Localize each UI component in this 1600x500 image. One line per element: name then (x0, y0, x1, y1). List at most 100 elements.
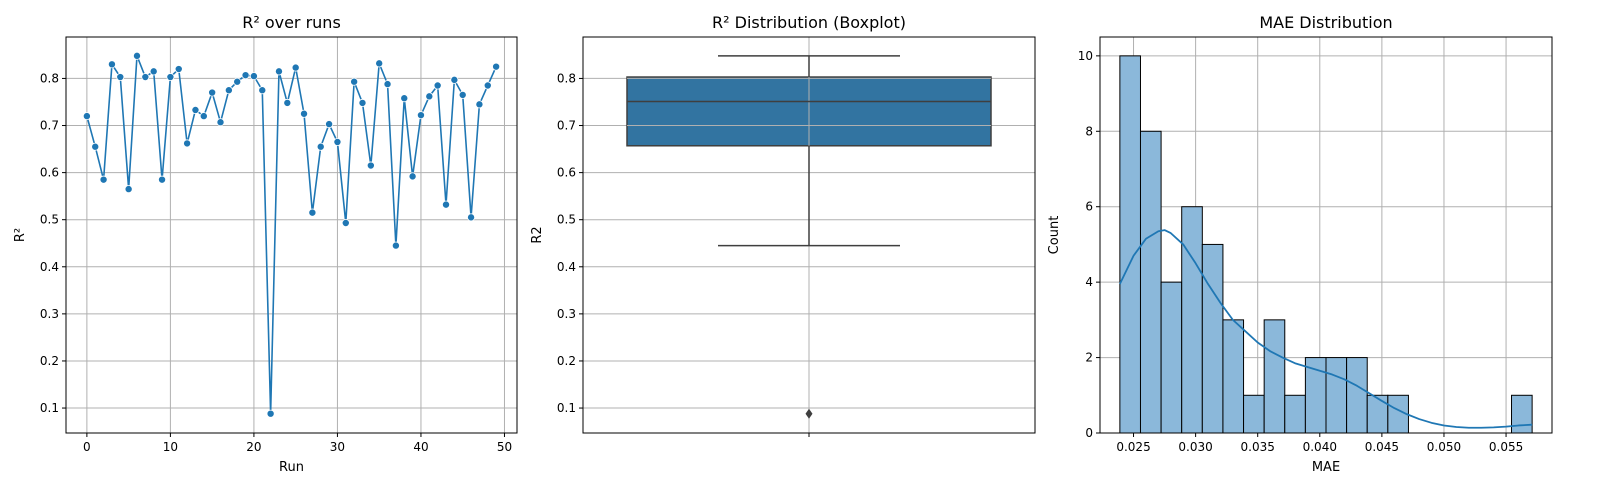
y-tick-label: 0.2 (40, 354, 59, 368)
x-tick-label: 0.055 (1489, 440, 1523, 454)
y-tick-label: 0.3 (40, 307, 59, 321)
data-point (274, 67, 283, 76)
histogram-bar (1201, 243, 1224, 434)
x-tick-label: 0.050 (1427, 440, 1461, 454)
data-point (216, 118, 225, 127)
x-tick-label: 0.040 (1303, 440, 1337, 454)
boxplot-panel: 0.1 0.2 0.3 0.4 0.5 0.6 0.7 0.8 R² Distribution … (530, 13, 1036, 437)
y-tick-label: 0.7 (40, 119, 59, 133)
data-point (408, 172, 417, 181)
y-tick-label: 0.6 (557, 166, 576, 180)
data-point (124, 185, 133, 194)
histogram-bar (1511, 394, 1533, 434)
y-tick-label: 0.8 (557, 71, 576, 85)
data-point (483, 81, 492, 90)
axes-frame (65, 36, 518, 434)
series-points (82, 51, 501, 418)
x-axis-label: Run (279, 460, 304, 475)
data-point (442, 200, 451, 209)
data-point (166, 73, 175, 82)
y-tick-label: 8 (1085, 124, 1093, 138)
data-point (458, 90, 467, 99)
y-tick-label: 0.6 (40, 166, 59, 180)
chart-title: R² over runs (242, 13, 341, 32)
data-point (183, 139, 192, 148)
y-tick-label: 0.2 (557, 354, 576, 368)
histogram-bars (1119, 55, 1533, 434)
data-point (224, 86, 233, 95)
data-point (383, 80, 392, 89)
data-point (199, 112, 208, 121)
y-tick-label: 2 (1085, 351, 1093, 365)
data-point (174, 65, 183, 74)
data-point (433, 81, 442, 90)
data-point (425, 92, 434, 101)
data-point (116, 73, 125, 82)
data-point (91, 142, 100, 151)
histogram-bar (1181, 206, 1203, 434)
histogram-bar (1284, 394, 1306, 434)
data-point (333, 138, 342, 147)
y-tick-label: 0.7 (557, 119, 576, 133)
x-tick-label: 0.030 (1178, 440, 1212, 454)
y-tick-label: 0.5 (40, 213, 59, 227)
data-point (450, 75, 459, 84)
data-point (82, 112, 91, 121)
y-tick-label: 0.1 (557, 401, 576, 415)
data-point (475, 100, 484, 109)
x-tick-label: 0.025 (1116, 440, 1150, 454)
grid-lines (66, 37, 517, 433)
y-tick-label: 0.4 (40, 260, 59, 274)
data-point (141, 73, 150, 82)
x-tick-label: 30 (330, 440, 345, 454)
y-tick-label: 0.1 (40, 401, 59, 415)
histogram-bar (1243, 394, 1265, 434)
y-tick-label: 0.4 (557, 260, 576, 274)
data-point (316, 142, 325, 151)
y-tick-label: 0.3 (557, 307, 576, 321)
histogram-bar (1222, 319, 1245, 434)
data-point (350, 77, 359, 86)
data-point (325, 120, 334, 129)
y-tick-label: 0.8 (40, 71, 59, 85)
x-tick-label: 0.035 (1241, 440, 1275, 454)
axes-frame (1099, 36, 1553, 434)
histogram-bar (1346, 357, 1368, 434)
axes-frame (582, 36, 1036, 434)
data-point (492, 62, 501, 71)
data-point (375, 59, 384, 68)
x-tick-label: 20 (246, 440, 261, 454)
data-point (258, 86, 267, 95)
data-point (158, 175, 167, 184)
x-tick-label: 50 (497, 440, 512, 454)
histogram-bar (1119, 55, 1141, 434)
data-point (291, 63, 300, 72)
data-point (391, 241, 400, 250)
data-point (99, 175, 108, 184)
histogram-bar (1325, 357, 1348, 434)
data-point (283, 98, 292, 107)
data-point (467, 213, 476, 222)
data-point (107, 60, 116, 69)
data-point (400, 94, 409, 103)
data-point (249, 72, 258, 81)
outlier-point (805, 408, 813, 419)
y-tick-label: 6 (1085, 200, 1093, 214)
data-point (233, 77, 242, 86)
kde-curve (1119, 229, 1533, 429)
y-axis-label: R2 (530, 226, 545, 243)
data-point (266, 409, 275, 418)
chart-title: R² Distribution (Boxplot) (712, 13, 906, 32)
histogram-panel: 0 2 4 6 8 10 0.025 0.030 0.035 0.040 0.045 0.050 0.0… (1047, 13, 1553, 475)
data-point (208, 88, 217, 97)
histogram-bar (1160, 281, 1183, 434)
x-axis-label: MAE (1312, 460, 1340, 475)
x-tick-label: 0.045 (1365, 440, 1399, 454)
data-point (366, 161, 375, 170)
x-tick-label: 10 (163, 440, 178, 454)
y-tick-label: 4 (1085, 275, 1093, 289)
histogram-bar (1139, 130, 1162, 434)
histogram-bar (1366, 394, 1389, 434)
data-point (132, 51, 141, 60)
